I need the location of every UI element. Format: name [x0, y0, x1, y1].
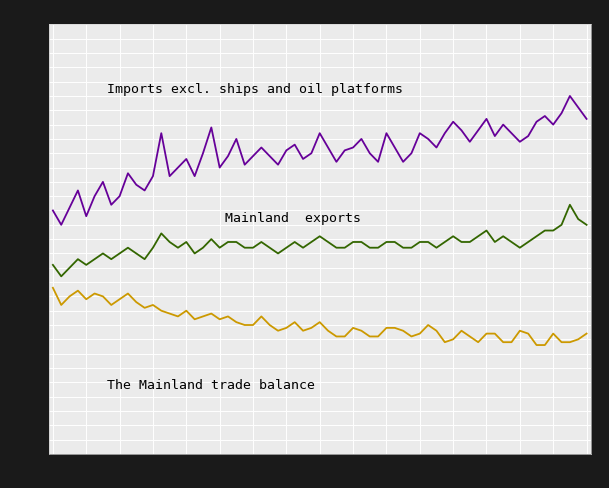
Text: Imports excl. ships and oil platforms: Imports excl. ships and oil platforms: [107, 83, 403, 96]
Text: Mainland  exports: Mainland exports: [225, 212, 361, 225]
Text: The Mainland trade balance: The Mainland trade balance: [107, 380, 315, 392]
